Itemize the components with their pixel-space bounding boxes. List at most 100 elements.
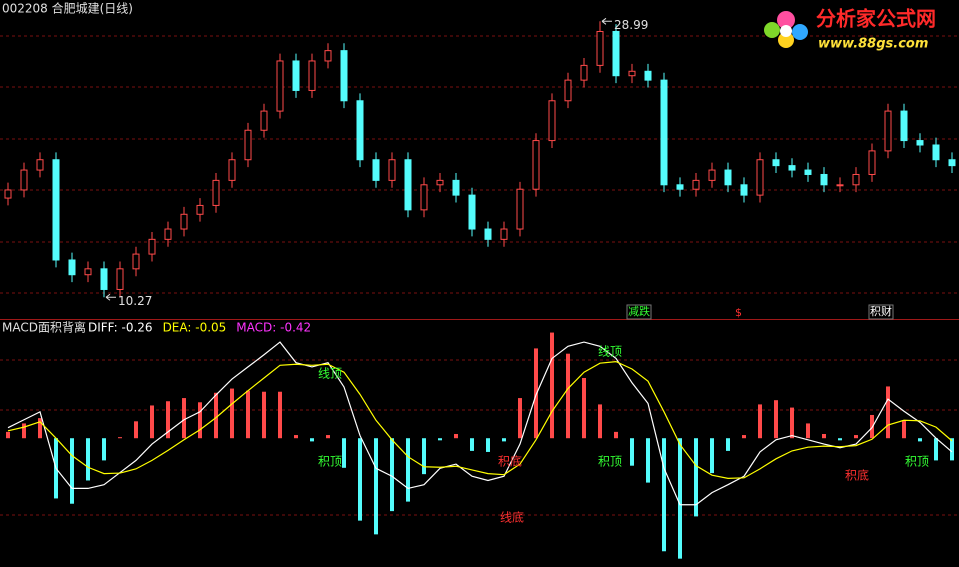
macd-bar	[566, 353, 570, 439]
legend-entry: MACD: -0.42	[236, 321, 311, 335]
divergence-label: 积顶	[905, 455, 929, 469]
macd-bar	[38, 418, 42, 439]
macd-bar	[934, 438, 938, 461]
indicator-title: MACD面积背离	[2, 320, 86, 335]
candle-body	[868, 150, 876, 175]
candle-body	[932, 144, 940, 161]
macd-bar	[582, 377, 586, 439]
macd-bar	[854, 435, 858, 439]
macd-bar	[102, 438, 106, 461]
divergence-label: 线顶	[318, 367, 342, 381]
macd-bar	[278, 391, 282, 439]
macd-bar	[950, 438, 954, 461]
candle-body	[132, 253, 140, 270]
candle-body	[244, 129, 252, 161]
candle-body	[100, 268, 108, 290]
macd-bar	[646, 438, 650, 483]
macd-bar	[406, 438, 410, 502]
candle-body	[420, 184, 428, 211]
macd-bar	[246, 390, 250, 439]
candle-body	[68, 259, 76, 276]
legend-entry: DIFF: -0.26	[88, 321, 153, 335]
macd-bar	[214, 392, 218, 439]
candle-body	[372, 159, 380, 181]
candle-body	[276, 60, 284, 112]
macd-bar	[486, 438, 490, 452]
candle-body	[532, 140, 540, 190]
candle-body	[596, 30, 604, 66]
candle-body	[564, 79, 572, 102]
candle-body	[740, 184, 748, 196]
macd-bar	[262, 391, 266, 439]
macd-bar	[454, 433, 458, 439]
candle-body	[292, 60, 300, 91]
macd-bar	[422, 438, 426, 475]
chart-title: 002208 合肥城建(日线)	[2, 1, 133, 16]
brand-name: 分析家公式网	[816, 7, 936, 31]
macd-bar	[70, 438, 74, 504]
logo-center	[780, 25, 792, 37]
macd-bar	[550, 332, 554, 439]
macd-bar	[134, 421, 138, 439]
candle-body	[228, 159, 236, 181]
candle-body	[148, 238, 156, 255]
candle-body	[52, 159, 60, 261]
macd-bar	[534, 348, 538, 439]
candle-body	[164, 228, 172, 240]
candle-body	[820, 173, 828, 186]
macd-bar	[470, 438, 474, 451]
signal-label: 积财	[870, 304, 892, 318]
candle-body	[452, 179, 460, 196]
candle-body	[500, 228, 508, 240]
candle-body	[4, 189, 12, 199]
macd-bar	[614, 431, 618, 439]
candle-body	[756, 159, 764, 196]
divergence-label: 积顶	[598, 455, 622, 469]
macd-bar	[902, 420, 906, 439]
candle-body	[772, 159, 780, 167]
candle-body	[308, 60, 316, 91]
macd-bar	[838, 438, 842, 441]
macd-bar	[678, 438, 682, 559]
macd-bar	[774, 400, 778, 439]
macd-bar	[374, 438, 378, 535]
candle-body	[708, 169, 716, 181]
candle-body	[340, 50, 348, 102]
candle-body	[900, 110, 908, 142]
macd-bar	[710, 438, 714, 474]
high-label: 28.99	[614, 18, 648, 32]
candle-body	[884, 110, 892, 152]
macd-bar	[726, 438, 730, 451]
macd-bar	[342, 438, 346, 468]
candle-body	[180, 213, 188, 230]
signal-label: $	[735, 306, 742, 319]
macd-bar	[358, 438, 362, 521]
logo-petal	[792, 24, 808, 40]
macd-bar	[598, 404, 602, 439]
macd-bar	[886, 386, 890, 439]
macd-bar	[742, 435, 746, 439]
candle-body	[676, 184, 684, 190]
indicator-line	[7, 361, 953, 479]
macd-bar	[438, 438, 442, 441]
macd-bar	[694, 438, 698, 517]
macd-bar	[86, 438, 90, 481]
macd-bar	[198, 402, 202, 439]
signal-label: 减跌	[628, 304, 650, 318]
candle-body	[196, 204, 204, 215]
macd-bar	[6, 431, 10, 439]
candle-body	[644, 70, 652, 81]
macd-bar	[182, 398, 186, 439]
divergence-label: 线顶	[598, 345, 622, 359]
candle-body	[468, 194, 476, 230]
macd-bar	[918, 438, 922, 442]
macd-bar	[758, 404, 762, 439]
candle-body	[724, 169, 732, 186]
legend-entry: DEA: -0.05	[163, 321, 227, 335]
candle-body	[804, 169, 812, 175]
signal-box	[626, 304, 652, 320]
indicator-line	[7, 341, 953, 506]
logo-petal	[778, 32, 794, 48]
macd-bar	[662, 438, 666, 552]
